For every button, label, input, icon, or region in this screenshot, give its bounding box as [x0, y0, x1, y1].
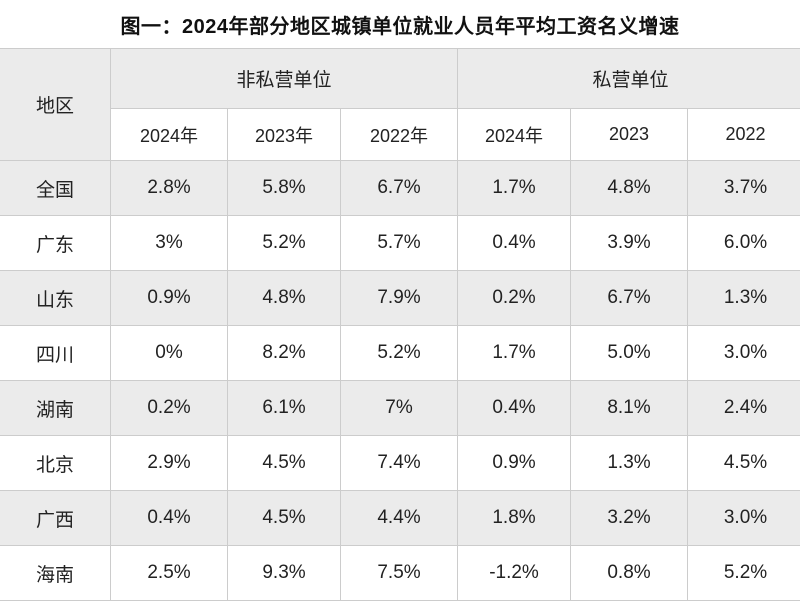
value-cell: 5.2% [339, 325, 459, 381]
value-cell: -1.2% [457, 545, 572, 601]
header-group-row: 地区 非私营单位 私营单位 [0, 48, 800, 161]
value-cell: 6.1% [227, 380, 341, 436]
value-cell: 1.3% [570, 435, 689, 491]
value-cell: 0% [110, 325, 228, 381]
value-cell: 2.9% [110, 435, 228, 491]
year-header-private-2023: 2023 [570, 108, 689, 161]
value-cell: 4.4% [339, 490, 459, 546]
value-cell: 8.2% [227, 325, 341, 381]
value-cell: 2.8% [110, 160, 228, 216]
region-cell: 广东 [0, 215, 111, 271]
value-cell: 4.5% [227, 490, 341, 546]
table-row-national: 全国 2.8% 5.8% 6.7% 1.7% 4.8% 3.7% [0, 160, 800, 216]
region-column-header: 地区 [0, 48, 111, 161]
value-cell: 0.9% [457, 435, 572, 491]
table-row-shandong: 山东 0.9% 4.8% 7.9% 0.2% 6.7% 1.3% [0, 270, 800, 326]
table-row-guangdong: 广东 3% 5.2% 5.7% 0.4% 3.9% 6.0% [0, 215, 800, 271]
year-header-private-2024: 2024年 [457, 108, 572, 161]
table-row-beijing: 北京 2.9% 4.5% 7.4% 0.9% 1.3% 4.5% [0, 435, 800, 491]
value-cell: 5.8% [227, 160, 341, 216]
table-row-guangxi: 广西 0.4% 4.5% 4.4% 1.8% 3.2% 3.0% [0, 490, 800, 546]
region-cell: 湖南 [0, 380, 111, 436]
group-header-private: 私营单位 [457, 48, 800, 109]
region-cell: 山东 [0, 270, 111, 326]
year-header-nonprivate-2024: 2024年 [110, 108, 228, 161]
value-cell: 6.7% [339, 160, 459, 216]
group-header-nonprivate: 非私营单位 [109, 48, 459, 109]
table-row-hainan: 海南 2.5% 9.3% 7.5% -1.2% 0.8% 5.2% [0, 545, 800, 601]
value-cell: 3.7% [687, 160, 800, 216]
value-cell: 1.8% [457, 490, 572, 546]
value-cell: 0.4% [457, 380, 572, 436]
region-cell: 全国 [0, 160, 111, 216]
value-cell: 3.9% [570, 215, 689, 271]
value-cell: 5.7% [339, 215, 459, 271]
value-cell: 0.4% [110, 490, 228, 546]
value-cell: 0.4% [457, 215, 572, 271]
header-year-row: 2024年 2023年 2022年 2024年 2023 2022 [0, 108, 800, 161]
value-cell: 0.2% [110, 380, 228, 436]
value-cell: 8.1% [570, 380, 689, 436]
value-cell: 9.3% [227, 545, 341, 601]
value-cell: 3.2% [570, 490, 689, 546]
value-cell: 0.8% [570, 545, 689, 601]
region-cell: 北京 [0, 435, 111, 491]
value-cell: 7.5% [339, 545, 459, 601]
year-header-nonprivate-2023: 2023年 [227, 108, 341, 161]
value-cell: 1.7% [457, 160, 572, 216]
value-cell: 5.2% [227, 215, 341, 271]
table-row-sichuan: 四川 0% 8.2% 5.2% 1.7% 5.0% 3.0% [0, 325, 800, 381]
value-cell: 0.9% [110, 270, 228, 326]
value-cell: 2.5% [110, 545, 228, 601]
value-cell: 3% [110, 215, 228, 271]
value-cell: 7% [339, 380, 459, 436]
value-cell: 2.4% [687, 380, 800, 436]
page-title: 图一：2024年部分地区城镇单位就业人员年平均工资名义增速 [120, 15, 680, 38]
region-cell: 海南 [0, 545, 111, 601]
value-cell: 7.4% [339, 435, 459, 491]
value-cell: 7.9% [339, 270, 459, 326]
value-cell: 4.8% [570, 160, 689, 216]
value-cell: 4.8% [227, 270, 341, 326]
value-cell: 4.5% [227, 435, 341, 491]
value-cell: 6.0% [687, 215, 800, 271]
value-cell: 3.0% [687, 325, 800, 381]
value-cell: 1.7% [457, 325, 572, 381]
value-cell: 5.0% [570, 325, 689, 381]
wage-growth-table: 地区 非私营单位 私营单位 2024年 2023年 2022年 2024年 20… [0, 48, 800, 601]
value-cell: 6.7% [570, 270, 689, 326]
year-header-private-2022: 2022 [687, 108, 800, 161]
year-header-nonprivate-2022: 2022年 [339, 108, 459, 161]
value-cell: 1.3% [687, 270, 800, 326]
region-cell: 四川 [0, 325, 111, 381]
value-cell: 0.2% [457, 270, 572, 326]
value-cell: 4.5% [687, 435, 800, 491]
value-cell: 3.0% [687, 490, 800, 546]
region-cell: 广西 [0, 490, 111, 546]
table-row-hunan: 湖南 0.2% 6.1% 7% 0.4% 8.1% 2.4% [0, 380, 800, 436]
value-cell: 5.2% [687, 545, 800, 601]
